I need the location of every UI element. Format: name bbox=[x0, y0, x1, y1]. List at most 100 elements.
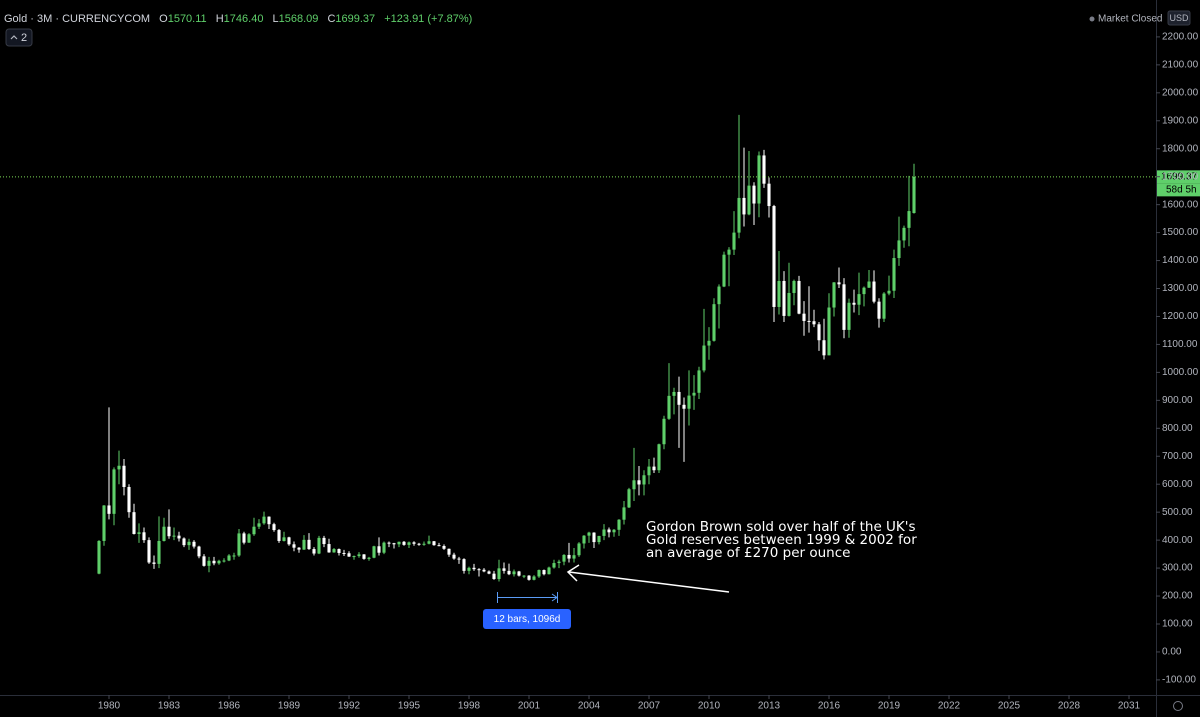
x-tick-label: 2031 bbox=[1118, 701, 1141, 712]
x-tick-label: 2016 bbox=[818, 701, 841, 712]
candle-body bbox=[232, 555, 236, 557]
candle-body bbox=[332, 549, 336, 553]
currency-box[interactable] bbox=[1167, 10, 1191, 26]
candle-body bbox=[527, 575, 531, 580]
candle-body bbox=[137, 532, 141, 534]
candle-body bbox=[877, 301, 881, 319]
candle-body bbox=[327, 544, 331, 553]
candle-body bbox=[792, 280, 796, 293]
candle-body bbox=[687, 395, 691, 409]
candle-body bbox=[712, 304, 716, 341]
last-price-box: 1699.37 58d 5h bbox=[1157, 170, 1200, 197]
x-tick-label: 2028 bbox=[1058, 701, 1081, 712]
candle-body bbox=[657, 444, 661, 471]
candle-body bbox=[682, 404, 686, 409]
candle-body bbox=[907, 211, 911, 228]
candle-body bbox=[867, 281, 871, 288]
candle-body bbox=[407, 542, 411, 545]
candle-body bbox=[492, 573, 496, 579]
candle-body bbox=[297, 547, 301, 550]
candle-body bbox=[467, 567, 471, 571]
candle-body bbox=[212, 560, 216, 564]
candle-body bbox=[502, 568, 506, 571]
candle-body bbox=[537, 570, 541, 577]
candle-body bbox=[817, 324, 821, 341]
candle-body bbox=[207, 560, 211, 566]
candle-body bbox=[897, 240, 901, 259]
countdown-tag bbox=[1157, 183, 1200, 197]
candle-body bbox=[107, 505, 111, 514]
candle-body bbox=[522, 575, 526, 577]
candle-body bbox=[672, 391, 676, 396]
y-tick-label: -100.00 bbox=[1162, 675, 1196, 686]
toggle-box[interactable] bbox=[5, 28, 33, 47]
candle-body bbox=[272, 524, 276, 531]
candle-body bbox=[157, 540, 161, 564]
y-tick-label: 2200.00 bbox=[1162, 32, 1199, 43]
x-tick-label: 1995 bbox=[398, 701, 421, 712]
x-tick-label: 2007 bbox=[638, 701, 661, 712]
indicator-toggle[interactable]: 2 bbox=[5, 28, 33, 47]
x-tick-label: 1989 bbox=[278, 701, 301, 712]
candle-body bbox=[857, 294, 861, 305]
candle-body bbox=[902, 227, 906, 241]
candle-body bbox=[607, 529, 611, 533]
ohlc-value: 1746.40 bbox=[224, 13, 264, 25]
candle-body bbox=[482, 569, 486, 572]
y-tick-label: 900.00 bbox=[1162, 395, 1193, 406]
candle-body bbox=[752, 185, 756, 204]
candle-body bbox=[372, 546, 376, 558]
settings-icon[interactable] bbox=[1173, 701, 1183, 711]
candle-body bbox=[422, 543, 426, 545]
x-tick-label: 1980 bbox=[98, 701, 121, 712]
x-tick-label: 2019 bbox=[878, 701, 901, 712]
x-tick-label: 1986 bbox=[218, 701, 241, 712]
date-range: 12 bars, 1096d bbox=[483, 592, 571, 629]
ohlc-value: 1570.11 bbox=[168, 13, 207, 25]
candle-body bbox=[837, 282, 841, 285]
candle-body bbox=[122, 465, 126, 488]
candle-body bbox=[592, 532, 596, 543]
candle-body bbox=[132, 512, 136, 534]
candle-body bbox=[732, 232, 736, 250]
candle-body bbox=[222, 560, 226, 562]
plot-area bbox=[0, 114, 1156, 582]
candle-body bbox=[117, 465, 121, 470]
candle-body bbox=[847, 302, 851, 330]
x-tick-label: 2004 bbox=[578, 701, 601, 712]
range-label-box bbox=[483, 609, 571, 629]
candle-body bbox=[862, 287, 866, 295]
candle-body bbox=[507, 570, 511, 575]
ohlc-label: C bbox=[327, 13, 335, 25]
y-tick-label: 200.00 bbox=[1162, 591, 1193, 602]
y-tick-label: 800.00 bbox=[1162, 423, 1193, 434]
x-tick-label: 2001 bbox=[518, 701, 541, 712]
annotation: Gordon Brown sold over half of the UK's … bbox=[566, 519, 917, 593]
candle-body bbox=[337, 549, 341, 553]
x-tick-label: 2013 bbox=[758, 701, 781, 712]
candle-body bbox=[252, 526, 256, 535]
candle-body bbox=[177, 535, 181, 539]
candle-body bbox=[802, 313, 806, 321]
candle-body bbox=[707, 340, 711, 346]
ohlc-label: H bbox=[216, 13, 224, 25]
candle-body bbox=[242, 533, 246, 543]
candle-body bbox=[757, 155, 761, 204]
y-tick-label: 1000.00 bbox=[1162, 367, 1199, 378]
candle-body bbox=[737, 197, 741, 233]
candle-body bbox=[427, 541, 431, 544]
y-tick-label: 1900.00 bbox=[1162, 115, 1199, 126]
y-tick-label: 2100.00 bbox=[1162, 59, 1199, 70]
candle-body bbox=[747, 185, 751, 215]
x-tick-label: 2010 bbox=[698, 701, 721, 712]
candle-body bbox=[887, 290, 891, 294]
toggle-count[interactable]: 2 bbox=[21, 32, 27, 44]
candle-body bbox=[602, 529, 606, 536]
candle-body bbox=[352, 556, 356, 558]
currency[interactable]: USD bbox=[1169, 13, 1189, 23]
candle-body bbox=[167, 526, 171, 537]
candle-body bbox=[762, 155, 766, 184]
candle-body bbox=[197, 546, 201, 557]
candle-body bbox=[182, 538, 186, 546]
